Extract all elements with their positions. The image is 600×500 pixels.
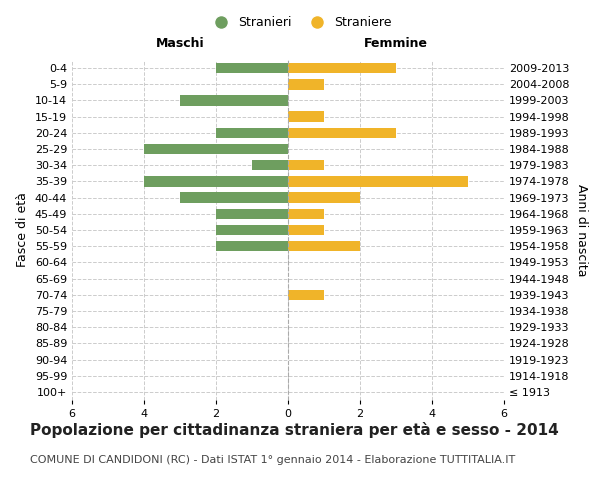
Bar xyxy=(288,208,324,219)
Bar xyxy=(288,128,396,138)
Bar xyxy=(288,192,360,203)
Bar xyxy=(288,224,324,235)
Bar xyxy=(216,63,288,74)
Text: Popolazione per cittadinanza straniera per età e sesso - 2014: Popolazione per cittadinanza straniera p… xyxy=(30,422,559,438)
Bar xyxy=(288,290,324,300)
Bar xyxy=(216,128,288,138)
Bar xyxy=(288,176,468,186)
Bar xyxy=(288,112,324,122)
Bar xyxy=(288,79,324,90)
Y-axis label: Anni di nascita: Anni di nascita xyxy=(575,184,588,276)
Bar xyxy=(180,192,288,203)
Bar xyxy=(288,63,396,74)
Bar xyxy=(216,241,288,252)
Legend: Stranieri, Straniere: Stranieri, Straniere xyxy=(203,11,397,34)
Bar xyxy=(288,241,360,252)
Bar xyxy=(144,144,288,154)
Text: Femmine: Femmine xyxy=(364,37,428,50)
Bar xyxy=(216,208,288,219)
Y-axis label: Fasce di età: Fasce di età xyxy=(16,192,29,268)
Bar xyxy=(288,160,324,170)
Bar xyxy=(144,176,288,186)
Text: Maschi: Maschi xyxy=(155,37,205,50)
Bar xyxy=(216,224,288,235)
Text: COMUNE DI CANDIDONI (RC) - Dati ISTAT 1° gennaio 2014 - Elaborazione TUTTITALIA.: COMUNE DI CANDIDONI (RC) - Dati ISTAT 1°… xyxy=(30,455,515,465)
Bar xyxy=(180,95,288,106)
Bar xyxy=(252,160,288,170)
